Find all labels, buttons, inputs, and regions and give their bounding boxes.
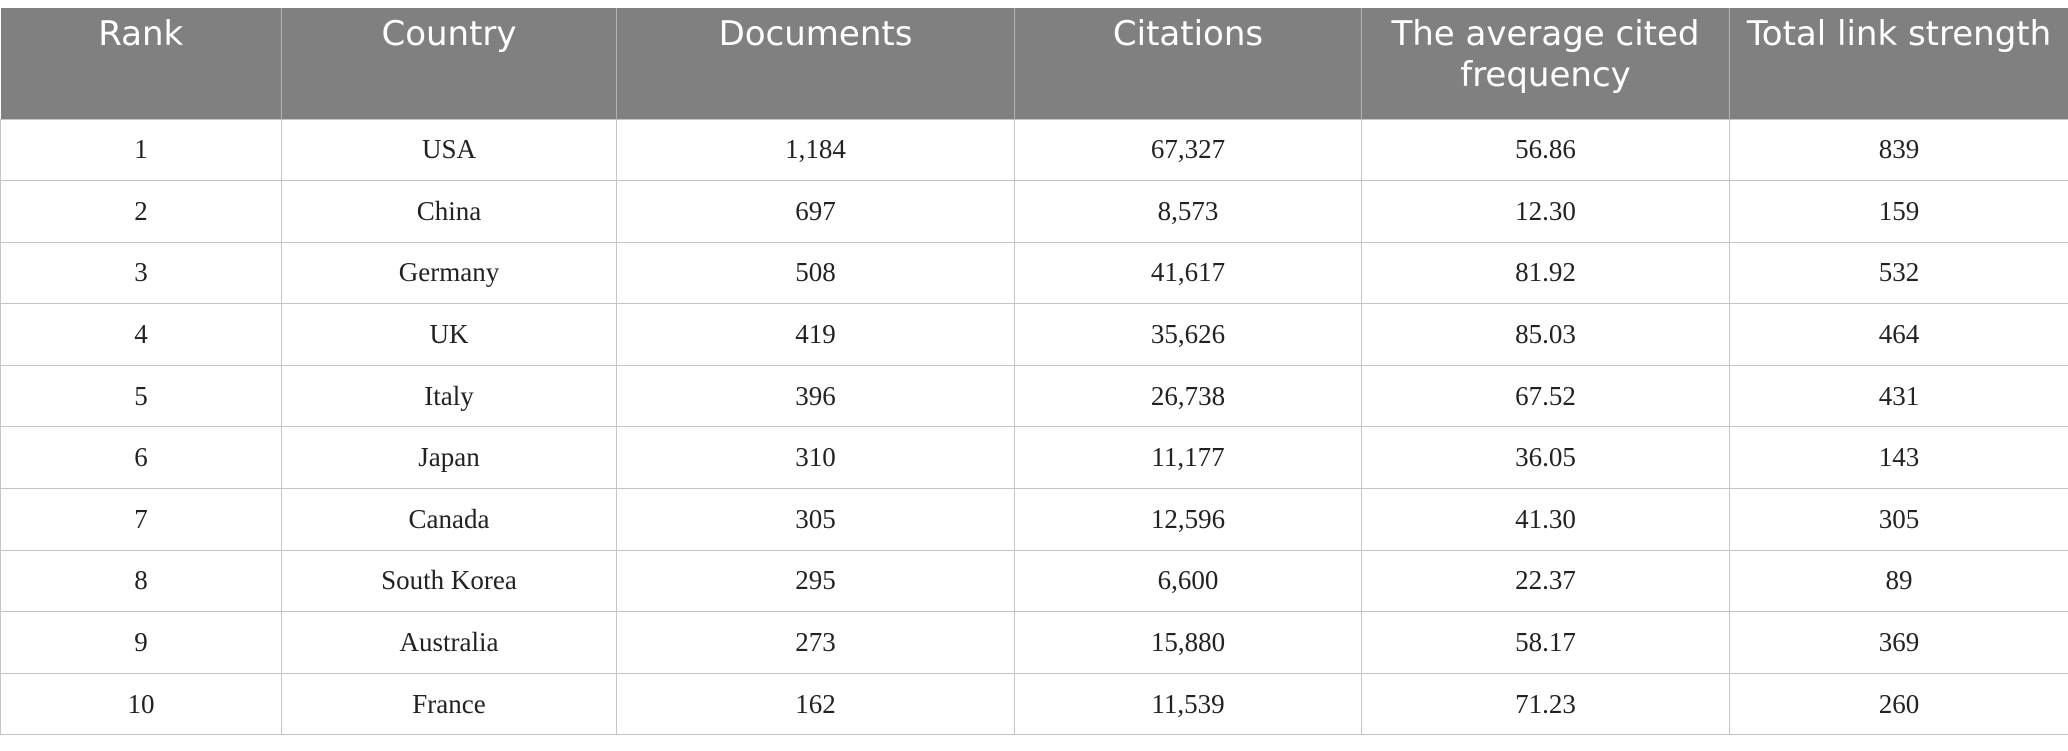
header-rank: Rank	[0, 8, 282, 119]
table-row: 9 Australia 273 15,880 58.17 369	[0, 611, 2068, 674]
cell-total-link-strength: 159	[1729, 180, 2068, 243]
cell-documents: 295	[616, 549, 1015, 613]
table-row: 5 Italy 396 26,738 67.52 431	[0, 364, 2068, 428]
cell-documents: 1,184	[616, 118, 1015, 182]
cell-citations: 26,738	[1014, 364, 1362, 428]
cell-documents: 419	[616, 303, 1015, 366]
cell-documents: 305	[616, 488, 1015, 551]
cell-citations: 11,539	[1014, 672, 1362, 736]
cell-rank: 3	[0, 241, 282, 305]
cell-total-link-strength: 260	[1729, 672, 2068, 736]
cell-average-cited-frequency: 67.52	[1361, 364, 1730, 428]
cell-documents: 310	[616, 426, 1015, 490]
cell-rank: 6	[0, 426, 282, 490]
cell-total-link-strength: 532	[1729, 241, 2068, 305]
header-row: Rank Country Documents Citations The ave…	[0, 8, 2068, 119]
cell-country: France	[281, 672, 617, 736]
cell-rank: 2	[0, 180, 282, 243]
cell-total-link-strength: 464	[1729, 303, 2068, 366]
cell-country: Italy	[281, 364, 617, 428]
header-total-link-strength: Total link strength	[1729, 8, 2068, 119]
cell-citations: 6,600	[1014, 549, 1362, 613]
cell-average-cited-frequency: 36.05	[1361, 426, 1730, 490]
cell-country: Canada	[281, 488, 617, 551]
cell-average-cited-frequency: 58.17	[1361, 611, 1730, 674]
cell-country: South Korea	[281, 549, 617, 613]
cell-total-link-strength: 143	[1729, 426, 2068, 490]
cell-rank: 8	[0, 549, 282, 613]
cell-citations: 12,596	[1014, 488, 1362, 551]
cell-rank: 1	[0, 118, 282, 182]
cell-rank: 5	[0, 364, 282, 428]
cell-documents: 396	[616, 364, 1015, 428]
cell-average-cited-frequency: 81.92	[1361, 241, 1730, 305]
cell-total-link-strength: 305	[1729, 488, 2068, 551]
table-row: 7 Canada 305 12,596 41.30 305	[0, 488, 2068, 551]
cell-country: Germany	[281, 241, 617, 305]
cell-documents: 273	[616, 611, 1015, 674]
header-documents: Documents	[616, 8, 1015, 119]
cell-average-cited-frequency: 71.23	[1361, 672, 1730, 736]
table-row: 8 South Korea 295 6,600 22.37 89	[0, 549, 2068, 613]
cell-country: Japan	[281, 426, 617, 490]
cell-rank: 4	[0, 303, 282, 366]
cell-rank: 9	[0, 611, 282, 674]
cell-documents: 697	[616, 180, 1015, 243]
cell-country: USA	[281, 118, 617, 182]
table-row: 3 Germany 508 41,617 81.92 532	[0, 241, 2068, 305]
cell-total-link-strength: 369	[1729, 611, 2068, 674]
cell-total-link-strength: 431	[1729, 364, 2068, 428]
country-statistics-table: Rank Country Documents Citations The ave…	[0, 8, 2068, 736]
cell-rank: 10	[0, 672, 282, 736]
cell-average-cited-frequency: 41.30	[1361, 488, 1730, 551]
table-row: 4 UK 419 35,626 85.03 464	[0, 303, 2068, 366]
cell-citations: 35,626	[1014, 303, 1362, 366]
cell-citations: 11,177	[1014, 426, 1362, 490]
cell-documents: 508	[616, 241, 1015, 305]
cell-average-cited-frequency: 12.30	[1361, 180, 1730, 243]
cell-total-link-strength: 89	[1729, 549, 2068, 613]
cell-citations: 41,617	[1014, 241, 1362, 305]
cell-total-link-strength: 839	[1729, 118, 2068, 182]
table-row: 2 China 697 8,573 12.30 159	[0, 180, 2068, 243]
cell-average-cited-frequency: 85.03	[1361, 303, 1730, 366]
cell-average-cited-frequency: 22.37	[1361, 549, 1730, 613]
cell-average-cited-frequency: 56.86	[1361, 118, 1730, 182]
cell-citations: 67,327	[1014, 118, 1362, 182]
cell-citations: 15,880	[1014, 611, 1362, 674]
header-citations: Citations	[1014, 8, 1362, 119]
cell-rank: 7	[0, 488, 282, 551]
cell-country: China	[281, 180, 617, 243]
country-table-container: Rank Country Documents Citations The ave…	[0, 8, 2068, 736]
cell-country: UK	[281, 303, 617, 366]
cell-documents: 162	[616, 672, 1015, 736]
table-row: 10 France 162 11,539 71.23 260	[0, 672, 2068, 736]
header-average-cited-frequency: The average cited frequency	[1361, 8, 1730, 119]
table-row: 6 Japan 310 11,177 36.05 143	[0, 426, 2068, 490]
header-country: Country	[281, 8, 617, 119]
cell-country: Australia	[281, 611, 617, 674]
table-row: 1 USA 1,184 67,327 56.86 839	[0, 118, 2068, 182]
cell-citations: 8,573	[1014, 180, 1362, 243]
